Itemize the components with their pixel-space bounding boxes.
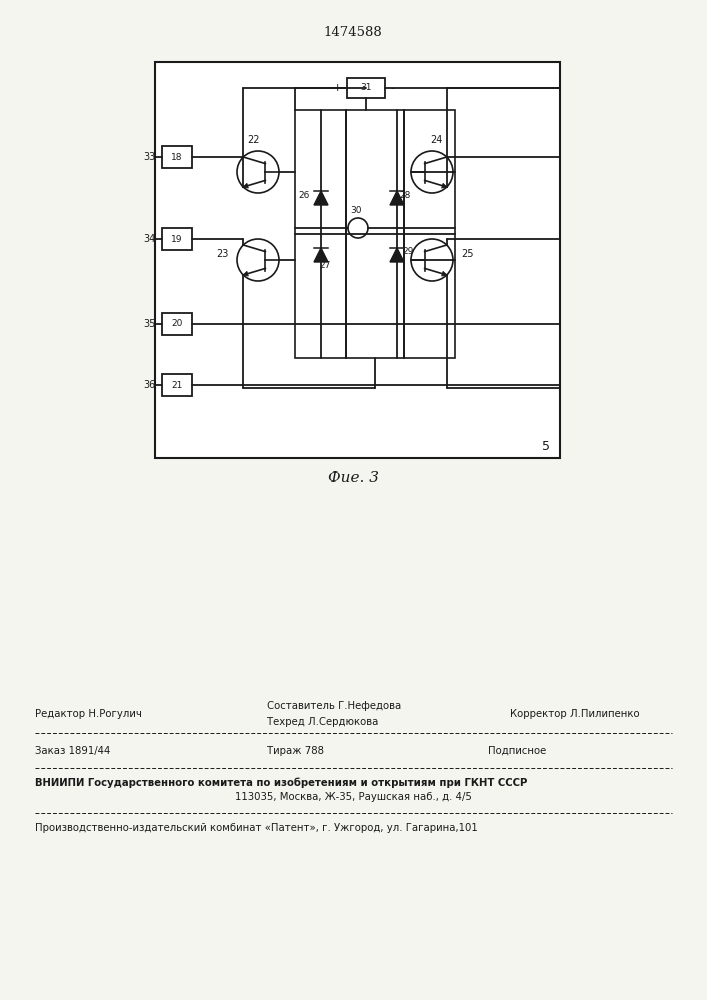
Bar bbox=[347, 78, 385, 98]
Text: 26: 26 bbox=[298, 190, 310, 200]
Text: 21: 21 bbox=[171, 380, 182, 389]
Circle shape bbox=[237, 151, 279, 193]
Text: Техред Л.Сердюкова: Техред Л.Сердюкова bbox=[267, 717, 378, 727]
Text: 20: 20 bbox=[171, 320, 182, 328]
Text: 28: 28 bbox=[399, 190, 410, 200]
Text: 30: 30 bbox=[350, 206, 362, 215]
Text: Подписное: Подписное bbox=[488, 746, 547, 756]
Text: 1474588: 1474588 bbox=[324, 25, 382, 38]
Polygon shape bbox=[314, 248, 328, 262]
Polygon shape bbox=[442, 271, 447, 276]
Text: 35: 35 bbox=[144, 319, 156, 329]
Bar bbox=[295, 110, 455, 358]
Text: ВНИИПИ Государственного комитета по изобретениям и открытиям при ГКНТ СССР: ВНИИПИ Государственного комитета по изоб… bbox=[35, 778, 527, 788]
Text: 29: 29 bbox=[402, 247, 414, 256]
Text: 34: 34 bbox=[144, 234, 156, 244]
Text: 27: 27 bbox=[319, 261, 330, 270]
Text: Тираж 788: Тираж 788 bbox=[267, 746, 324, 756]
Bar bbox=[155, 62, 560, 458]
Text: 113035, Москва, Ж-35, Раушская наб., д. 4/5: 113035, Москва, Ж-35, Раушская наб., д. … bbox=[235, 792, 472, 802]
Circle shape bbox=[411, 239, 453, 281]
Text: Составитель Г.Нефедова: Составитель Г.Нефедова bbox=[267, 701, 402, 711]
Polygon shape bbox=[390, 248, 404, 262]
Bar bbox=[162, 313, 192, 335]
Text: 36: 36 bbox=[144, 380, 156, 390]
Text: 18: 18 bbox=[171, 152, 182, 161]
Bar bbox=[162, 374, 192, 396]
Text: Фие. 3: Фие. 3 bbox=[327, 471, 378, 485]
Polygon shape bbox=[243, 271, 248, 276]
Text: Редактор Н.Рогулич: Редактор Н.Рогулич bbox=[35, 709, 142, 719]
Text: 33: 33 bbox=[144, 152, 156, 162]
Text: 5: 5 bbox=[542, 440, 550, 452]
Polygon shape bbox=[442, 183, 447, 188]
Circle shape bbox=[348, 218, 368, 238]
Text: +: + bbox=[332, 83, 342, 93]
Text: Заказ 1891/44: Заказ 1891/44 bbox=[35, 746, 110, 756]
Text: Производственно-издательский комбинат «Патент», г. Ужгород, ул. Гагарина,101: Производственно-издательский комбинат «П… bbox=[35, 823, 478, 833]
Polygon shape bbox=[390, 191, 404, 205]
Text: 22: 22 bbox=[247, 135, 260, 145]
Text: 31: 31 bbox=[361, 84, 372, 93]
Text: 24: 24 bbox=[430, 135, 442, 145]
Bar bbox=[162, 146, 192, 168]
Circle shape bbox=[237, 239, 279, 281]
Circle shape bbox=[411, 151, 453, 193]
Text: 19: 19 bbox=[171, 234, 182, 243]
Bar bbox=[162, 228, 192, 250]
Text: Корректор Л.Пилипенко: Корректор Л.Пилипенко bbox=[510, 709, 640, 719]
Text: -: - bbox=[390, 83, 394, 93]
Text: 25: 25 bbox=[461, 249, 474, 259]
Polygon shape bbox=[243, 183, 248, 188]
Text: 23: 23 bbox=[216, 249, 229, 259]
Polygon shape bbox=[314, 191, 328, 205]
